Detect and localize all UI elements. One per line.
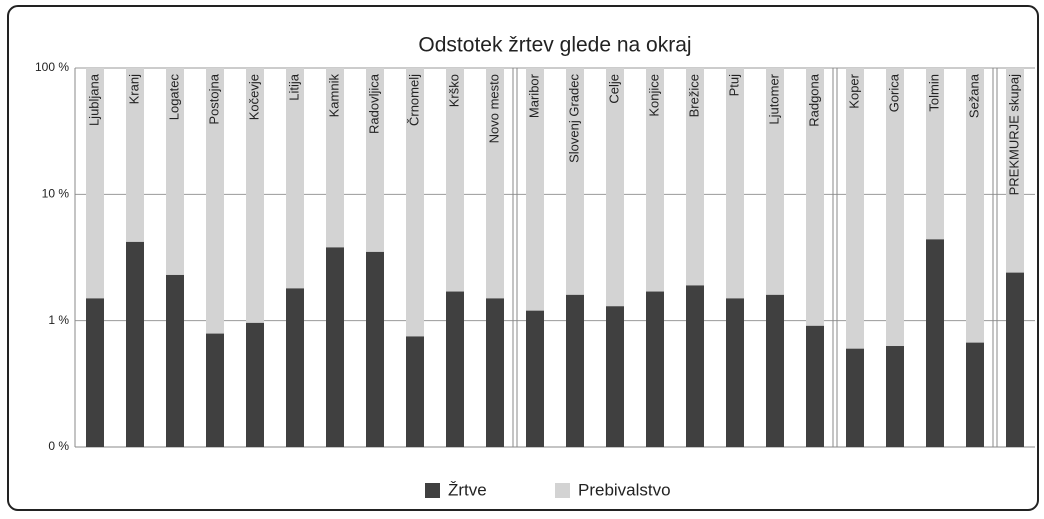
category-label: Krško — [446, 74, 461, 107]
bar — [806, 325, 824, 447]
chart-title: Odstotek žrtev glede na okraj — [418, 34, 691, 57]
category-label: Črnomelj — [406, 74, 421, 126]
category-label: Sežana — [966, 73, 981, 118]
bar — [766, 294, 784, 447]
bar — [486, 298, 504, 447]
bar — [526, 310, 544, 447]
group-separators — [512, 68, 998, 447]
category-label: Litija — [286, 73, 301, 101]
bar — [126, 241, 144, 447]
category-label: Kočevje — [246, 74, 261, 120]
bar — [966, 342, 984, 447]
category-label: Postojna — [206, 73, 221, 124]
bar — [686, 285, 704, 447]
legend-swatch — [555, 483, 570, 498]
bar — [566, 294, 584, 447]
category-label: PREKMURJE skupaj — [1006, 74, 1021, 195]
category-label: Maribor — [526, 73, 541, 118]
category-label: Radovljica — [366, 73, 381, 134]
category-label: Tolmin — [926, 74, 941, 112]
legend-swatch — [425, 483, 440, 498]
bar — [1006, 272, 1024, 447]
bar — [406, 336, 424, 447]
category-label: Novo mesto — [486, 74, 501, 143]
category-label: Brežice — [686, 74, 701, 117]
bar — [646, 291, 664, 447]
bar — [366, 251, 384, 447]
bar — [926, 239, 944, 447]
category-label: Kranj — [126, 74, 141, 104]
y-tick-label: 10 % — [42, 187, 70, 201]
bar — [606, 306, 624, 447]
bar — [726, 298, 744, 447]
category-label: Koper — [846, 73, 861, 108]
bar — [446, 291, 464, 447]
category-label: Ljubljana — [86, 73, 101, 126]
bar — [206, 333, 224, 447]
y-tick-label: 0 % — [48, 439, 69, 453]
legend-label: Prebivalstvo — [578, 480, 671, 499]
bar — [246, 322, 264, 447]
legend-label: Žrtve — [448, 480, 487, 499]
bar — [886, 346, 904, 447]
category-label: Celje — [606, 74, 621, 104]
bar — [326, 247, 344, 447]
category-label: Ptuj — [726, 74, 741, 97]
bar — [846, 348, 864, 447]
y-tick-label: 1 % — [48, 313, 69, 327]
frame — [7, 5, 1039, 511]
category-label: Ljutomer — [766, 73, 781, 124]
bar — [86, 298, 104, 447]
y-tick-label: 100 % — [35, 60, 69, 74]
plot: 0 % 1 % 10 % 100 % Ljubljana Kranj Logatec Post… — [35, 60, 1035, 499]
category-label: Konjice — [646, 74, 661, 117]
category-label: Slovenj Gradec — [566, 74, 581, 163]
category-label: Logatec — [166, 74, 181, 121]
bar — [286, 288, 304, 447]
category-label: Gorica — [886, 73, 901, 112]
bar — [166, 274, 184, 447]
category-label: Radgona — [806, 73, 821, 127]
category-label: Kamnik — [326, 74, 341, 118]
